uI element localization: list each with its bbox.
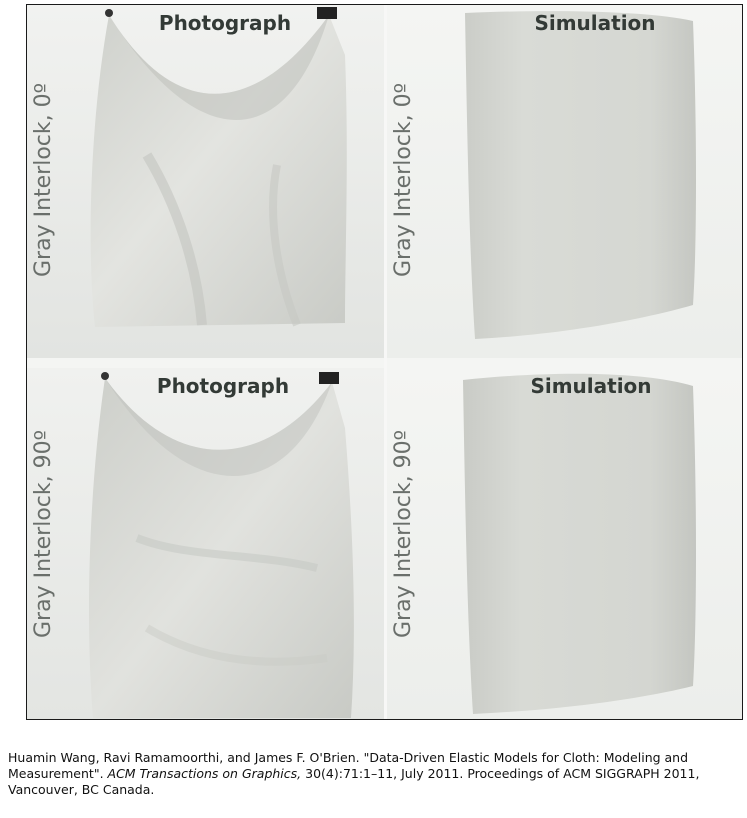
- panel-header: Photograph: [158, 11, 292, 35]
- panel-header: Simulation: [534, 11, 656, 35]
- simulated-cloth-0deg: [387, 5, 742, 358]
- photo-cloth-0deg: [27, 5, 384, 358]
- panel-side-label: Gray Interlock, 0º: [31, 83, 56, 277]
- caption-journal: ACM Transactions on Graphics,: [107, 766, 302, 781]
- caption-details: 30(4):71:1–11, July 2011. Proceedings of…: [8, 766, 700, 797]
- figure-panel-grid: Photograph Gray Interlock, 0º Simulation…: [26, 4, 743, 720]
- panel-header: Simulation: [530, 374, 652, 398]
- panel-side-label: Gray Interlock, 0º: [391, 83, 416, 277]
- panel-simulation-0deg: Simulation Gray Interlock, 0º: [387, 5, 742, 358]
- panel-side-label: Gray Interlock, 90º: [31, 430, 56, 638]
- figure-caption: Huamin Wang, Ravi Ramamoorthi, and James…: [8, 750, 728, 798]
- simulated-cloth-90deg: [387, 368, 742, 719]
- vertical-divider: [384, 5, 387, 719]
- panel-header: Photograph: [156, 374, 290, 398]
- panel-simulation-90deg: Simulation Gray Interlock, 90º: [387, 368, 742, 719]
- photo-cloth-90deg: [27, 368, 384, 719]
- panel-photograph-0deg: Photograph Gray Interlock, 0º: [27, 5, 384, 358]
- caption-authors: Huamin Wang, Ravi Ramamoorthi, and James…: [8, 750, 689, 781]
- panel-photograph-90deg: Photograph Gray Interlock, 90º: [27, 368, 384, 719]
- panel-side-label: Gray Interlock, 90º: [391, 430, 416, 638]
